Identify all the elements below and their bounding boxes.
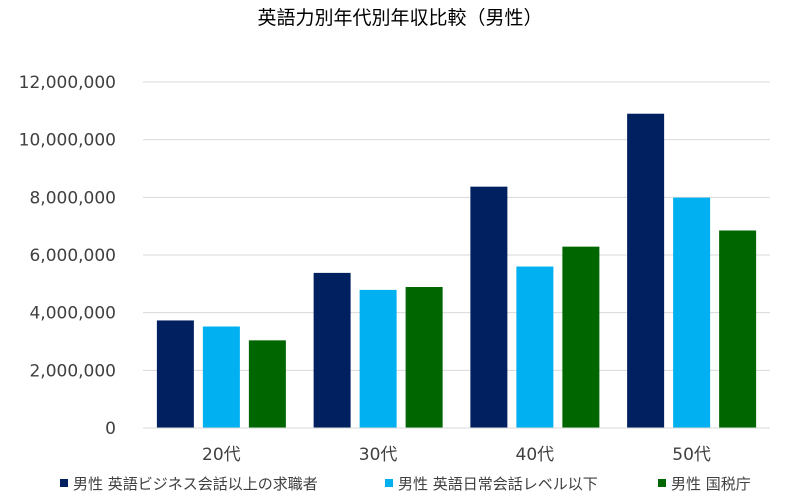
legend-swatch	[385, 479, 393, 487]
bar-1-4	[627, 113, 665, 428]
legend: 男性 英語ビジネス会話以上の求職者 男性 英語日常会話レベル以下 男性 国税庁	[60, 475, 751, 493]
y-tick-label: 6,000,000	[29, 246, 116, 266]
y-tick-label: 4,000,000	[29, 304, 116, 324]
chart-title: 英語力別年代別年収比較（男性）	[257, 7, 542, 29]
y-tick-label: 0	[105, 419, 116, 439]
bar-2-2	[359, 289, 397, 428]
x-tick-label: 30代	[359, 445, 398, 465]
legend-label: 男性 英語日常会話レベル以下	[398, 475, 598, 493]
y-tick-label: 10,000,000	[19, 131, 116, 151]
legend-label: 男性 国税庁	[671, 475, 751, 493]
bar-1-1	[156, 320, 194, 428]
gridlines	[143, 81, 770, 371]
bar-2-3	[516, 266, 554, 428]
y-tick-label: 12,000,000	[19, 73, 116, 93]
bar-3-3	[562, 246, 600, 428]
bar-2-1	[202, 326, 240, 428]
bar-1-2	[313, 272, 351, 428]
x-tick-label: 40代	[516, 445, 555, 465]
x-tick-label: 50代	[672, 445, 711, 465]
bar-1-3	[470, 186, 508, 428]
bar-2-4	[673, 197, 711, 428]
bar-3-1	[248, 340, 286, 428]
bars	[156, 113, 757, 428]
legend-swatch	[658, 479, 666, 487]
y-axis-tick-labels: 0 2,000,000 4,000,000 6,000,000 8,000,000 10,…	[19, 73, 116, 439]
y-tick-label: 2,000,000	[29, 361, 116, 381]
y-tick-label: 8,000,000	[29, 188, 116, 208]
x-tick-label: 20代	[202, 445, 241, 465]
bar-3-2	[405, 287, 443, 428]
bar-3-4	[719, 230, 757, 428]
legend-swatch	[60, 479, 68, 487]
x-axis-tick-labels: 20代 30代 40代 50代	[202, 445, 711, 465]
legend-label: 男性 英語ビジネス会話以上の求職者	[73, 475, 318, 493]
